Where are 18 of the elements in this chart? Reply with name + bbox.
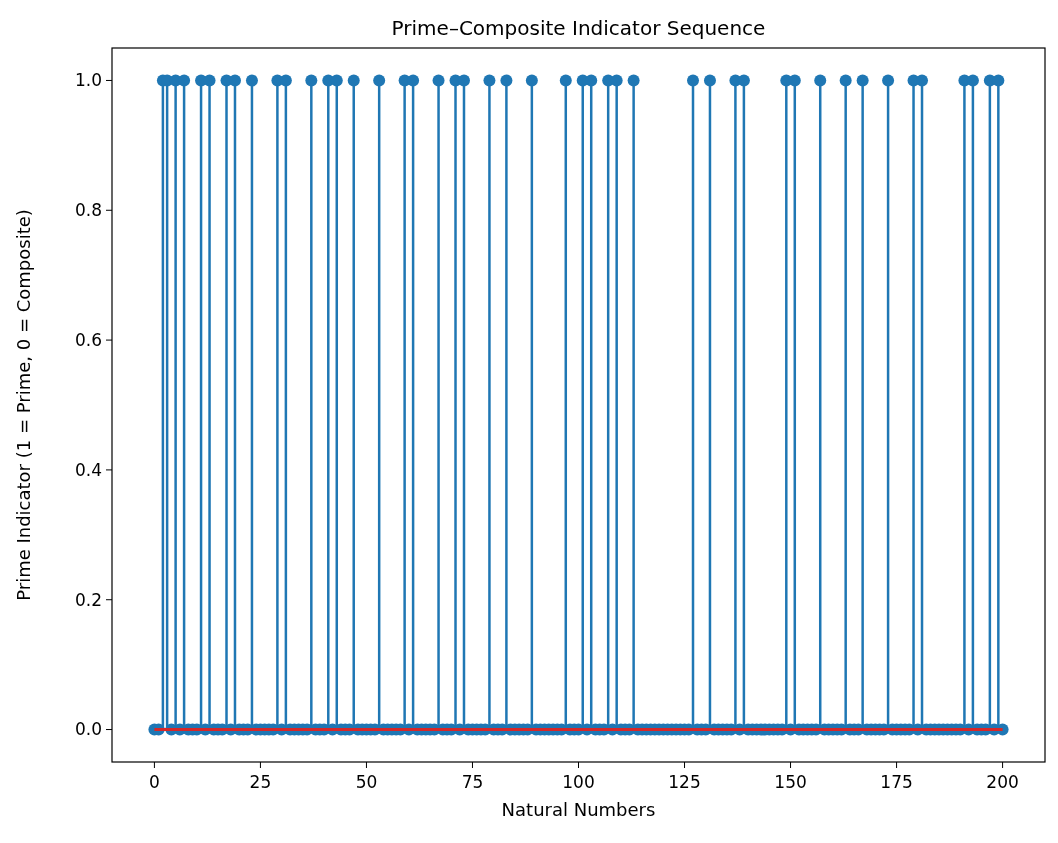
x-tick-label: 200 (986, 772, 1019, 792)
y-tick-label: 0.2 (74, 589, 102, 610)
x-tick-label: 75 (461, 772, 484, 792)
x-tick-label: 175 (880, 772, 913, 792)
x-tick-label: 125 (668, 772, 701, 792)
x-tick-label: 100 (562, 772, 595, 792)
x-tick-label: 25 (249, 772, 272, 792)
x-tick-label: 50 (355, 772, 378, 792)
x-axis-title: Natural Numbers (501, 799, 656, 820)
y-tick-label: 0.4 (74, 459, 102, 480)
y-tick-label: 0.6 (74, 330, 102, 351)
y-tick-label: 0.0 (74, 719, 102, 740)
y-tick-label: 0.8 (74, 200, 102, 221)
x-tick-label: 150 (774, 772, 807, 792)
x-tick-label: 0 (149, 772, 160, 792)
y-tick-label: 1.0 (74, 70, 102, 91)
y-axis-title: Prime Indicator (1 = Prime, 0 = Composite) (13, 209, 34, 601)
chart-title: Prime–Composite Indicator Sequence (391, 16, 766, 40)
